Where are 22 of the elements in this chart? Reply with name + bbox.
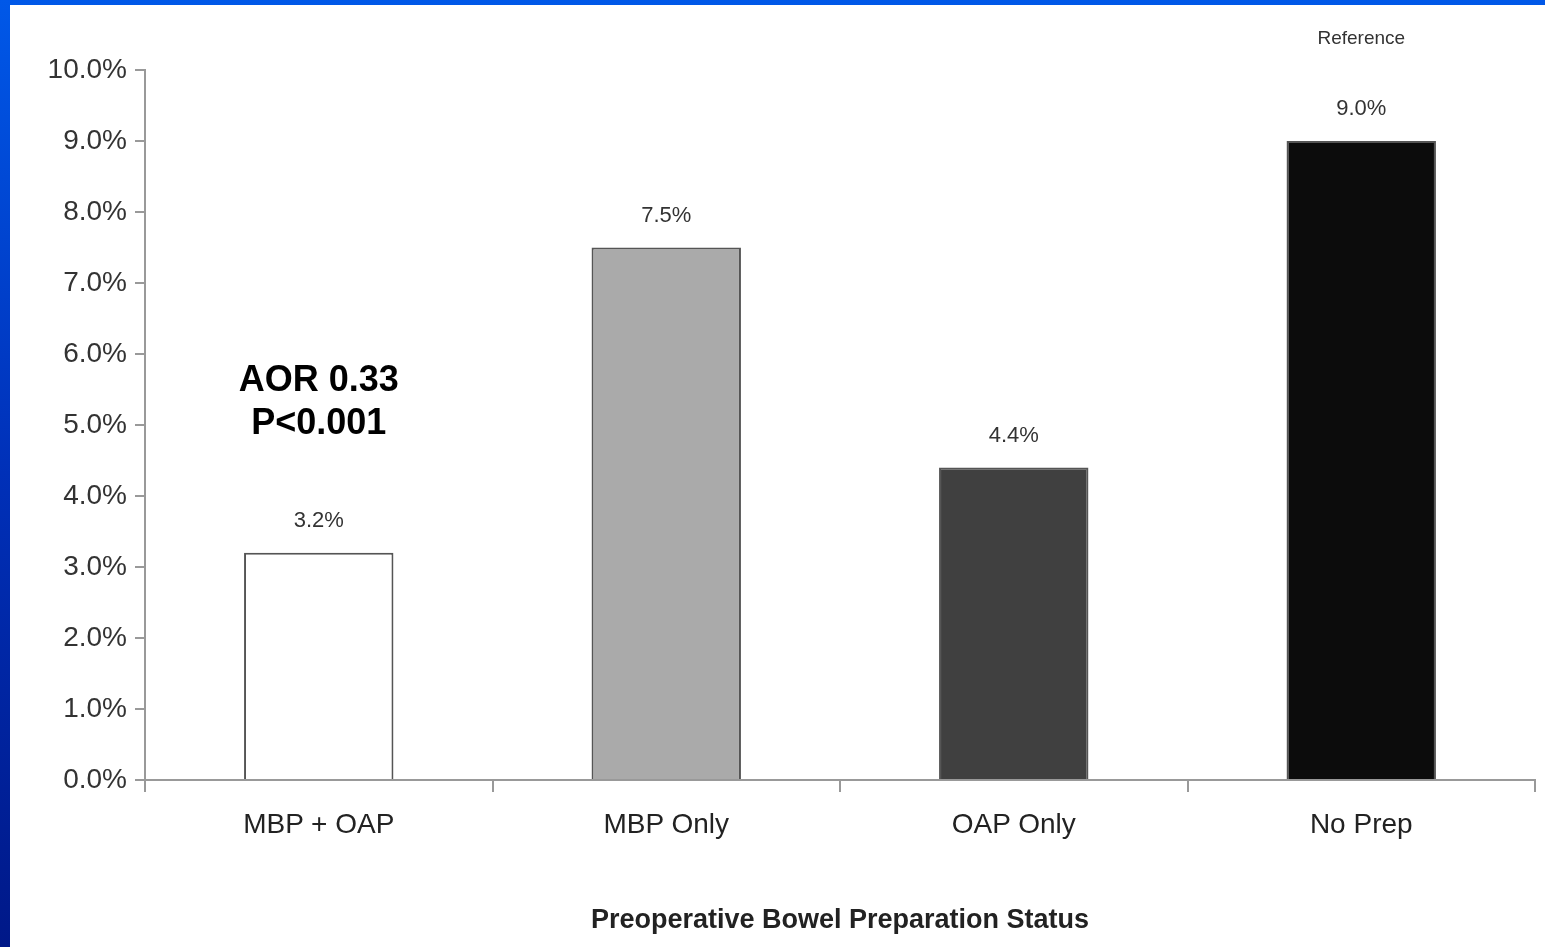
- data-label: 4.4%: [988, 421, 1039, 447]
- y-tick-label: 4.0%: [63, 478, 127, 510]
- data-label: 3.2%: [293, 506, 344, 532]
- x-tick-label: MBP Only: [603, 807, 730, 839]
- text: Reference: [1317, 27, 1406, 48]
- y-tick-label: 1.0%: [63, 691, 127, 723]
- y-tick-label: 10.0%: [47, 52, 127, 84]
- y-tick-label: 8.0%: [63, 194, 127, 226]
- data-label: 7.5%: [641, 201, 692, 227]
- x-tick-label: No Prep: [1309, 807, 1413, 839]
- y-tick-label: 9.0%: [63, 123, 127, 155]
- y-tick-label: 2.0%: [63, 620, 127, 652]
- x-tick-label: MBP + OAP: [243, 807, 395, 839]
- y-tick-label: 6.0%: [63, 336, 127, 368]
- x-axis-title: Preoperative Bowel Preparation Status: [590, 904, 1090, 935]
- y-tick-label: 3.0%: [63, 549, 127, 581]
- data-label: 9.0%: [1336, 95, 1387, 120]
- y-tick-label: 7.0%: [63, 265, 127, 297]
- x-tick-label: OAP Only: [951, 807, 1076, 839]
- annotation: AOR 0.33 P<0.001: [238, 357, 399, 442]
- y-tick-label: 5.0%: [63, 407, 127, 439]
- y-tick-label: 0.0%: [63, 762, 127, 794]
